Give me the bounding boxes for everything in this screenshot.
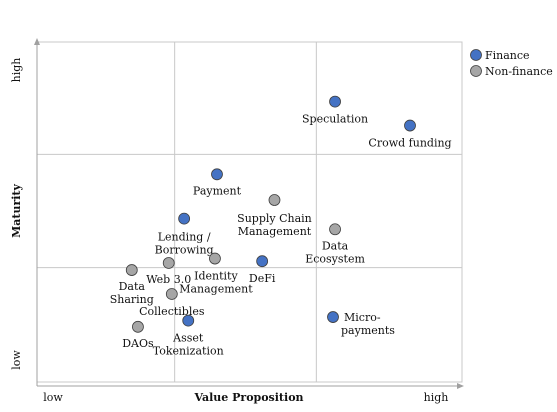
point-label: Asset Tokenization	[153, 332, 224, 358]
legend-label: Non-finance	[485, 65, 553, 78]
y-axis-arrow	[34, 38, 40, 45]
point-label: Web 3.0	[146, 273, 191, 286]
point-marker	[132, 320, 144, 333]
legend-label: Finance	[485, 49, 530, 62]
point-label: DeFi	[249, 272, 276, 285]
point-marker	[182, 314, 195, 327]
legend: Finance Non-finance	[470, 49, 553, 78]
axes: low high Value Proposition low high Maturity	[10, 38, 464, 404]
point-label: Supply Chain Management	[237, 212, 312, 238]
legend-marker	[470, 49, 482, 61]
point-marker	[256, 255, 269, 268]
point-marker	[178, 212, 191, 225]
x-tick-label: high	[424, 391, 449, 404]
point-label: Micro-payments	[341, 311, 395, 337]
point-label: Speculation	[302, 113, 368, 126]
point-label: Payment	[193, 184, 242, 197]
point-marker	[209, 252, 221, 265]
point-label: Crowd funding	[368, 137, 451, 150]
y-tick-label: low	[10, 350, 23, 370]
plot-area	[36, 41, 463, 383]
point-marker	[329, 95, 341, 108]
point-label: Identity Management	[179, 270, 253, 296]
point-marker	[165, 288, 178, 300]
point-marker	[162, 257, 175, 269]
point-label: Data Sharing	[110, 280, 154, 306]
point-marker	[327, 311, 339, 323]
y-axis-title: Maturity	[10, 183, 23, 237]
point-label: Data Ecosystem	[305, 239, 365, 265]
legend-marker	[470, 65, 482, 77]
y-tick-label: high	[10, 58, 23, 83]
x-tick-label: low	[43, 391, 63, 404]
x-axis-arrow	[457, 383, 464, 389]
point-label: DAOs	[122, 337, 154, 350]
point-marker	[125, 264, 138, 276]
point-marker	[404, 119, 416, 132]
point-marker	[211, 168, 223, 181]
point-label: Lending / Borrowing	[155, 231, 214, 257]
point-marker	[268, 194, 281, 206]
point-label: Collectibles	[139, 305, 205, 318]
x-axis-title: Value Proposition	[193, 391, 303, 404]
point-marker	[329, 223, 341, 236]
